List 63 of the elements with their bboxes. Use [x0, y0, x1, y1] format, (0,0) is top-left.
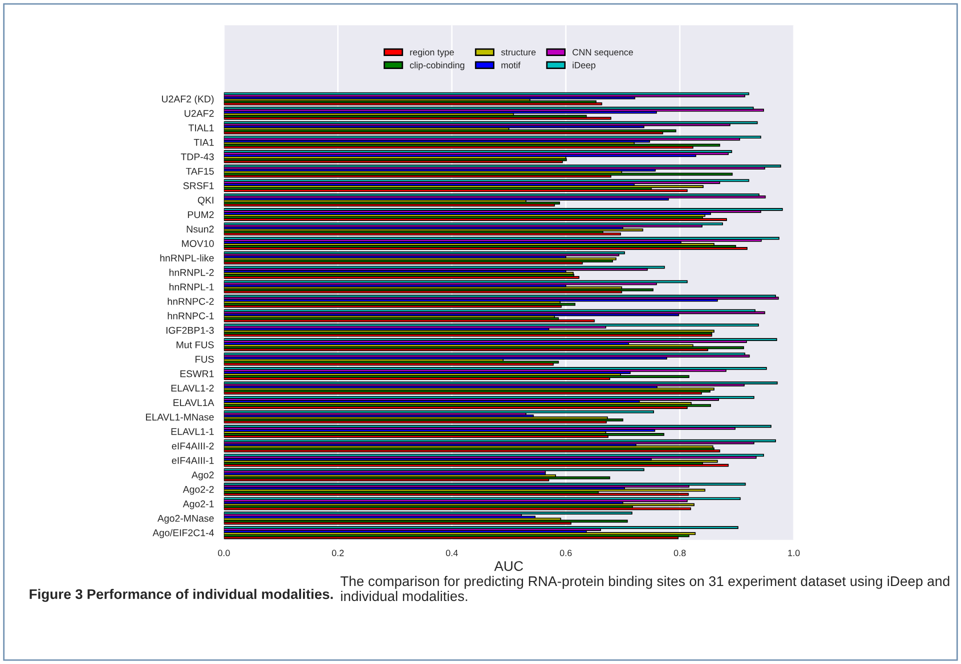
y-tick-label: SRSF1: [183, 182, 214, 190]
legend-label: clip-cobinding: [410, 62, 464, 70]
y-tick-label: eIF4AIII-2: [172, 442, 214, 450]
bar: [224, 222, 723, 226]
bar: [224, 150, 732, 154]
y-tick-label: hnRNPC-2: [168, 298, 214, 305]
bar: [224, 164, 782, 168]
bar: [224, 526, 738, 529]
y-tick-label: hnRNPC-1: [168, 312, 214, 320]
bar: [224, 482, 746, 486]
legend-label: iDeep: [572, 62, 596, 70]
y-tick-label: Mut FUS: [176, 341, 214, 348]
bar: [224, 382, 778, 384]
y-tick-label: hnRNPL-2: [169, 268, 214, 276]
legend-label: CNN sequence: [572, 49, 633, 58]
y-tick-label: TDP-43: [180, 153, 214, 160]
y-tick-label: Ago2-1: [182, 500, 214, 510]
y-tick-label: hnRNPL-like: [160, 254, 214, 262]
bar: [224, 324, 759, 327]
y-tick-label: IGF2BP1-3: [166, 326, 214, 334]
y-tick-label: ESWR1: [180, 370, 214, 378]
y-tick-label: QKI: [198, 196, 214, 206]
y-tick-label: TIA1: [194, 139, 214, 146]
bar: [224, 136, 762, 139]
bar: [224, 236, 780, 240]
legend-label: region type: [410, 48, 454, 58]
bar: [224, 497, 741, 500]
y-tick-label: TIAL1: [188, 124, 214, 132]
x-axis-title: AUC: [494, 561, 523, 571]
x-tick-label: 1.0: [788, 550, 800, 556]
y-tick-label: FUS: [196, 356, 214, 363]
y-tick-label: TAF15: [186, 168, 214, 175]
bar: [224, 121, 758, 124]
y-tick-label: Ago/EIF2C1-4: [152, 529, 214, 538]
y-tick-label: U2AF2: [184, 110, 214, 117]
x-tick-label: 0.0: [218, 550, 230, 556]
y-tick-label: PUM2: [188, 211, 214, 218]
x-tick-label: 0.8: [674, 550, 686, 556]
x-tick-label: 0.4: [446, 550, 458, 556]
bar: [224, 208, 783, 211]
y-tick-label: Nsun2: [186, 226, 214, 233]
bar: [224, 338, 778, 341]
y-tick-label: eIF4AIII-1: [172, 457, 214, 464]
caption: Figure 3 Performance of individual modalities.: [30, 588, 333, 602]
x-tick-label: 0.2: [332, 550, 344, 556]
x-tick-label: 0.6: [560, 550, 572, 556]
legend-label: structure: [501, 50, 536, 56]
bar: [224, 396, 754, 399]
y-tick-label: ELAVL1-2: [171, 384, 214, 392]
bar: [224, 367, 767, 370]
bar: [224, 424, 772, 428]
legend-label: motif: [502, 62, 520, 68]
y-tick-label: ELAVL1-1: [171, 428, 214, 435]
y-tick-label: Ago2: [192, 471, 214, 480]
bar: [224, 179, 750, 182]
y-tick-label: Ago2-2: [182, 486, 214, 495]
y-tick-label: Ago2-MNase: [157, 514, 214, 524]
y-tick-label: U2AF2 (KD): [162, 95, 214, 104]
y-tick-label: MOV10: [182, 240, 214, 248]
y-tick-label: ELAVL1A: [174, 399, 214, 406]
y-tick-label: ELAVL1-MNase: [146, 414, 214, 421]
text: The comparison for predicting RNA-protein binding sites on 31 experiment dataset using iDeep and individual modalities.: [340, 576, 950, 602]
y-tick-label: hnRNPL-1: [169, 283, 214, 290]
